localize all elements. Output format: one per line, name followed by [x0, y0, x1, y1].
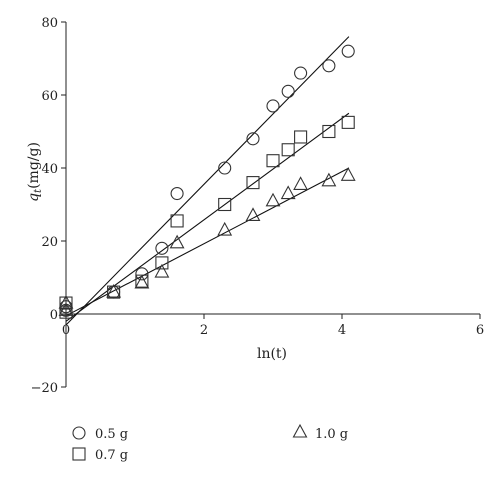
data-point-circle — [322, 59, 336, 73]
y-tick-label: 20 — [41, 235, 58, 250]
data-point-triangle — [58, 302, 74, 316]
data-point-triangle — [134, 274, 150, 289]
axes — [61, 21, 481, 388]
legend-label: 1.0 g — [315, 427, 348, 442]
data-point-square — [170, 214, 184, 228]
data-point-circle — [281, 84, 295, 98]
y-axis-subscript: t — [33, 188, 44, 193]
fit-line-circle — [65, 36, 350, 326]
fit-line-triangle — [65, 167, 350, 317]
data-point-circle — [218, 161, 232, 175]
data-point-square — [155, 256, 169, 270]
data-point-square — [294, 130, 308, 144]
legend-marker-triangle — [292, 423, 308, 438]
data-point-square — [322, 124, 336, 139]
data-point-triangle — [265, 192, 281, 207]
data-point-square — [246, 176, 260, 190]
data-point-triangle — [106, 283, 122, 298]
data-point-triangle — [154, 263, 170, 278]
fit-lines — [65, 36, 350, 326]
data-point-circle — [155, 241, 169, 255]
data-point-triangle — [169, 234, 185, 249]
data-point-circle — [294, 66, 308, 80]
x-tick-label: 2 — [200, 323, 208, 338]
x-axis-label: ln(t) — [257, 346, 287, 362]
y-tick-label: 80 — [41, 16, 58, 31]
legend: 0.5 g 0.7 g 1.0 g — [72, 423, 348, 463]
y-tick-label: 40 — [41, 162, 58, 177]
data-point-circle — [246, 132, 260, 146]
y-tick-label: 0 — [50, 308, 58, 323]
data-point-circle — [341, 44, 355, 58]
legend-marker-circle — [72, 426, 86, 440]
data-point-square — [218, 197, 232, 212]
data-point-circle — [170, 187, 184, 201]
data-point-triangle — [321, 172, 337, 187]
data-point-square — [341, 115, 355, 129]
data-point-triangle — [245, 207, 261, 221]
tick-labels: −20 0 20 40 60 80 0 2 4 6 — [31, 16, 485, 396]
y-tick-label: −20 — [31, 381, 58, 396]
legend-label: 0.7 g — [95, 448, 128, 463]
x-tick-label: 0 — [62, 323, 70, 338]
data-point-square — [281, 143, 295, 157]
data-point-triangle — [217, 221, 233, 236]
legend-label: 0.5 g — [95, 427, 128, 442]
data-point-square — [266, 154, 280, 168]
data-point-circle — [266, 99, 280, 113]
data-point-triangle — [293, 176, 309, 190]
data-point-triangle — [280, 185, 296, 200]
x-tick-label: 6 — [476, 323, 484, 338]
data-point-circle — [135, 267, 149, 281]
y-axis-symbol: q — [26, 193, 42, 202]
y-axis-unit: (mg/g) — [26, 142, 42, 189]
y-tick-label: 60 — [41, 89, 58, 104]
data-point-triangle — [340, 167, 356, 181]
legend-marker-square — [72, 447, 86, 461]
data-points — [58, 44, 356, 319]
data-point-triangle — [58, 294, 74, 309]
data-point-square — [59, 305, 73, 319]
x-tick-label: 4 — [338, 323, 346, 338]
y-axis-label: qt(mg/g) — [26, 142, 44, 202]
